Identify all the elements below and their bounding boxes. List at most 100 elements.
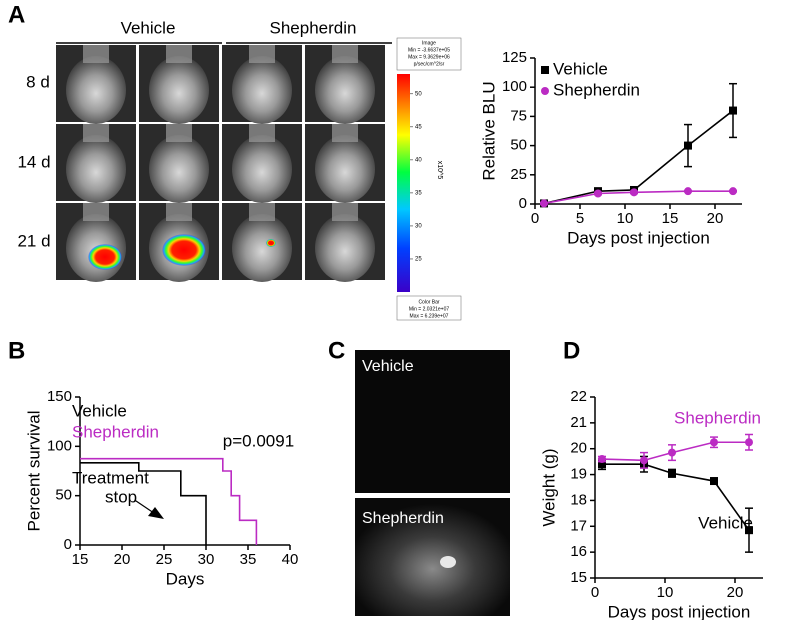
y-tick-label: 0 <box>64 536 72 553</box>
colorbar <box>397 74 410 292</box>
signal <box>162 234 206 266</box>
marker <box>710 477 718 486</box>
marker <box>594 189 602 198</box>
annotation: p=0.0091 <box>223 431 294 450</box>
signal <box>88 244 122 270</box>
y-axis-label: Weight (g) <box>539 448 558 526</box>
colorbar-tick-label: 35 <box>415 190 422 196</box>
mouse-image <box>249 203 275 221</box>
row-label: 21 d <box>17 231 50 250</box>
mouse-image <box>149 56 209 124</box>
mouse-image <box>166 203 192 221</box>
marker <box>745 438 753 447</box>
legend-label: Vehicle <box>72 401 127 420</box>
y-tick-label: 25 <box>510 166 527 183</box>
series-label: Vehicle <box>698 514 753 533</box>
x-axis-label: Days post injection <box>567 228 710 247</box>
marker <box>729 187 737 196</box>
colorbar-text: Color Bar <box>418 299 439 305</box>
mouse-image <box>166 45 192 63</box>
micrograph <box>355 350 510 493</box>
series-line <box>543 109 734 205</box>
marker <box>630 188 638 197</box>
marker <box>640 456 648 465</box>
colorbar-tick-label: 40 <box>415 157 422 163</box>
legend-label: Vehicle <box>553 59 608 78</box>
survival-curve <box>80 457 258 545</box>
y-tick-label: 22 <box>570 388 587 405</box>
x-tick-label: 40 <box>282 551 299 568</box>
x-tick-label: 15 <box>662 210 679 227</box>
y-tick-label: 50 <box>55 487 72 504</box>
legend-label: Shepherdin <box>72 422 159 441</box>
marker <box>598 455 606 464</box>
mouse-image <box>149 135 209 203</box>
y-tick-label: 125 <box>502 49 527 66</box>
colorbar-text: Max = 9.3629e+06 <box>408 54 450 60</box>
micrograph-label: Vehicle <box>362 358 414 375</box>
marker <box>729 106 737 115</box>
mouse-image <box>249 45 275 63</box>
panel-letter: B <box>8 337 25 364</box>
colorbar-text: Max = 6.239e+07 <box>410 313 449 319</box>
colorbar-tick-label: 45 <box>415 124 422 130</box>
colorbar-footer <box>396 295 462 321</box>
mouse-image <box>66 135 126 203</box>
y-tick-label: 16 <box>570 543 587 560</box>
colorbar-tick-label: 30 <box>415 224 422 230</box>
mouse-image <box>83 124 109 142</box>
x-tick-label: 35 <box>240 551 257 568</box>
y-tick-label: 100 <box>47 437 72 454</box>
arrow-head <box>148 507 164 519</box>
x-tick-label: 0 <box>591 584 599 601</box>
signal <box>266 239 276 247</box>
annotation: Treatment <box>72 468 149 487</box>
legend-marker <box>541 66 549 74</box>
colorbar-tick-label: 50 <box>415 91 422 97</box>
y-tick-label: 15 <box>570 569 587 586</box>
colorbar-text: Image <box>422 40 436 46</box>
panel-letter: D <box>563 337 580 364</box>
series-label: Shepherdin <box>674 408 761 427</box>
colorbar-text: p/sec/cm^2/sr <box>414 61 445 67</box>
mouse-image <box>332 124 358 142</box>
mouse-image <box>332 203 358 221</box>
mouse-image <box>232 214 292 282</box>
micrograph-cell <box>440 556 456 568</box>
y-tick-label: 17 <box>570 517 587 534</box>
mouse-image <box>83 45 109 63</box>
x-tick-label: 20 <box>707 210 724 227</box>
y-tick-label: 21 <box>570 414 587 431</box>
legend-marker <box>541 87 549 95</box>
colorbar-text: Min = -3.6637e+05 <box>408 47 450 53</box>
micrograph <box>355 498 510 616</box>
group-label: Shepherdin <box>270 18 357 37</box>
row-label: 14 d <box>17 152 50 171</box>
mouse-image <box>66 56 126 124</box>
y-axis-label: Percent survival <box>24 411 43 532</box>
x-tick-label: 20 <box>727 584 744 601</box>
x-tick-label: 15 <box>72 551 89 568</box>
y-tick-label: 20 <box>570 440 587 457</box>
colorbar-unit: x10^5 <box>436 161 443 180</box>
mouse-image <box>315 56 375 124</box>
y-tick-label: 75 <box>510 107 527 124</box>
y-tick-label: 19 <box>570 466 587 483</box>
mouse-image <box>232 56 292 124</box>
y-tick-label: 0 <box>519 195 527 212</box>
mouse-image <box>232 135 292 203</box>
y-tick-label: 18 <box>570 491 587 508</box>
mouse-image <box>332 45 358 63</box>
x-tick-label: 5 <box>576 210 584 227</box>
y-tick-label: 150 <box>47 388 72 405</box>
mouse-image <box>315 214 375 282</box>
mouse-image <box>315 135 375 203</box>
x-tick-label: 0 <box>531 210 539 227</box>
annotation: stop <box>105 487 137 506</box>
panel-letter: C <box>328 337 345 364</box>
x-tick-label: 30 <box>198 551 215 568</box>
legend-label: Shepherdin <box>553 80 640 99</box>
mouse-image <box>249 124 275 142</box>
survival-curve <box>80 462 207 545</box>
